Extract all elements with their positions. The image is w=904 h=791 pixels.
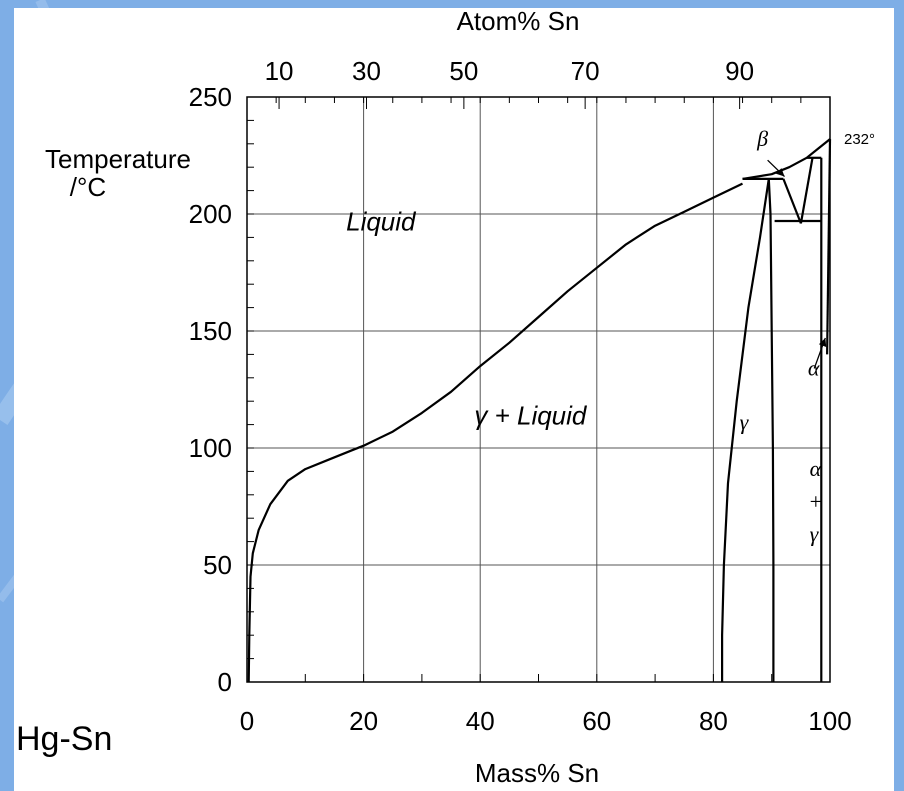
boundary-beta-phase-left [782,178,802,224]
x-axis-title: Mass% Sn [475,758,599,788]
region-label: α [810,456,822,481]
region-label: γ [810,522,820,547]
x-tick-label: 60 [582,706,611,736]
grid-lines [247,97,830,682]
y-tick-label: 250 [189,82,232,112]
chart-panel [14,8,894,791]
top-axis-title: Atom% Sn [457,6,580,36]
x-tick-label: 0 [240,706,254,736]
region-label: γ [740,409,750,434]
boundary-alpha-tin-boundary [826,139,832,355]
y-tick-label: 0 [218,667,232,697]
y-tick-label: 200 [189,199,232,229]
x-tick-label: 80 [699,706,728,736]
boundary-liquidus-tin [742,138,831,180]
top-tick-label: 10 [265,56,294,86]
y-tick-label: 50 [203,550,232,580]
beta-arrow-head [775,168,785,177]
axis-ticks: 0 20 40 60 80 100 0 50 100 150 200 250 10 30 50 70 90 [189,56,852,736]
alpha-arrow-head [818,338,827,347]
phase-boundaries [247,138,832,683]
system-label: Hg-Sn [16,720,113,758]
y-tick-label: 150 [189,316,232,346]
region-label: β [756,126,768,151]
sn-melting-point-label: 232° [844,131,875,148]
top-tick-label: 90 [725,56,754,86]
y-tick-label: 100 [189,433,232,463]
boundary-gamma-left-solvus [721,178,770,682]
top-tick-label: 70 [571,56,600,86]
region-label: γ + Liquid [474,401,588,431]
top-tick-label: 30 [352,56,381,86]
top-tick-label: 50 [449,56,478,86]
boundary-liquidus-mercury [247,182,743,683]
region-label: + [810,489,822,514]
y-axis-title-line1: Temperature [45,144,191,174]
leader-arrows [767,159,827,369]
x-tick-label: 100 [808,706,851,736]
y-axis-title-line2: /°C [70,172,106,202]
boundary-beta-phase-right [799,157,814,224]
x-tick-label: 40 [466,706,495,736]
x-tick-label: 20 [349,706,378,736]
region-label: Liquid [346,206,417,236]
boundary-gamma-right-solvus [767,178,775,682]
